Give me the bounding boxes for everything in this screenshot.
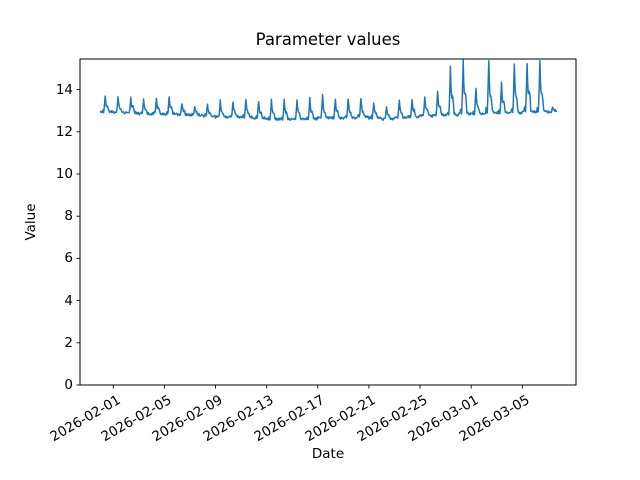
x-axis-label: Date [311,446,345,462]
y-tick-label: 4 [64,292,73,309]
y-tick-label: 8 [64,208,73,225]
chart-title: Parameter values [255,30,401,49]
data-line [99,59,558,121]
y-tick-label: 6 [64,250,73,267]
y-tick-label: 12 [55,123,73,140]
y-tick-label: 2 [64,334,73,351]
y-tick-label: 14 [55,81,73,98]
y-tick-label: 10 [55,165,73,182]
y-tick-label: 0 [64,377,73,393]
